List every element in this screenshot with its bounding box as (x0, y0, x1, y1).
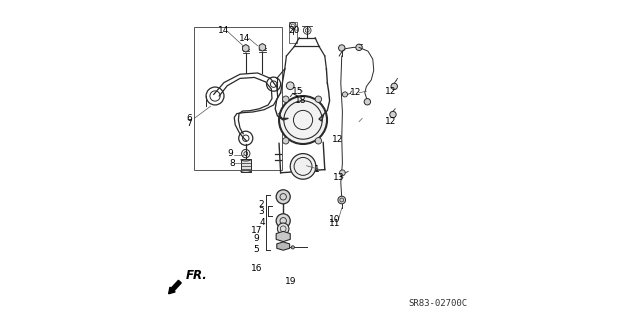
Circle shape (391, 83, 397, 90)
Bar (241, 159, 251, 172)
Circle shape (291, 246, 294, 249)
Text: 9: 9 (254, 234, 259, 243)
Text: FR.: FR. (186, 269, 207, 282)
Circle shape (339, 45, 345, 51)
Text: 3: 3 (258, 207, 264, 216)
Text: 17: 17 (251, 226, 262, 235)
Circle shape (278, 223, 289, 235)
Circle shape (276, 214, 291, 228)
Circle shape (342, 92, 348, 97)
Text: 9: 9 (227, 149, 232, 158)
Text: 14: 14 (239, 34, 250, 43)
Circle shape (340, 170, 346, 176)
Circle shape (315, 138, 321, 144)
Text: 10: 10 (329, 215, 340, 224)
Text: 11: 11 (329, 220, 340, 228)
Text: 12: 12 (385, 87, 396, 96)
Text: 2: 2 (258, 200, 264, 209)
Text: 6: 6 (187, 114, 192, 123)
Circle shape (287, 82, 294, 90)
Text: 12: 12 (349, 88, 361, 97)
Text: 12: 12 (332, 135, 343, 144)
Polygon shape (243, 44, 249, 52)
Bar (289, 22, 297, 43)
Text: 13: 13 (333, 173, 345, 182)
Text: 20: 20 (288, 26, 300, 35)
Circle shape (290, 154, 316, 179)
Text: 16: 16 (251, 264, 262, 273)
Text: SR83-02700C: SR83-02700C (408, 300, 467, 308)
Polygon shape (277, 242, 290, 250)
Text: 4: 4 (260, 218, 265, 227)
Circle shape (279, 96, 327, 144)
Polygon shape (259, 44, 266, 51)
Text: 18: 18 (295, 96, 307, 105)
Circle shape (315, 96, 321, 102)
Circle shape (338, 196, 346, 204)
Circle shape (276, 190, 291, 204)
Text: 15: 15 (292, 87, 303, 96)
Circle shape (390, 111, 396, 118)
Text: 8: 8 (229, 159, 235, 168)
Text: 7: 7 (187, 119, 192, 128)
Text: 12: 12 (385, 117, 396, 126)
Polygon shape (276, 231, 291, 242)
Circle shape (364, 99, 371, 105)
Text: 14: 14 (218, 26, 230, 35)
Text: 5: 5 (254, 245, 259, 254)
Circle shape (283, 138, 289, 144)
Text: 19: 19 (285, 277, 297, 286)
Circle shape (356, 44, 362, 51)
Circle shape (283, 96, 289, 102)
Text: 1: 1 (314, 165, 319, 174)
FancyArrow shape (169, 280, 181, 294)
